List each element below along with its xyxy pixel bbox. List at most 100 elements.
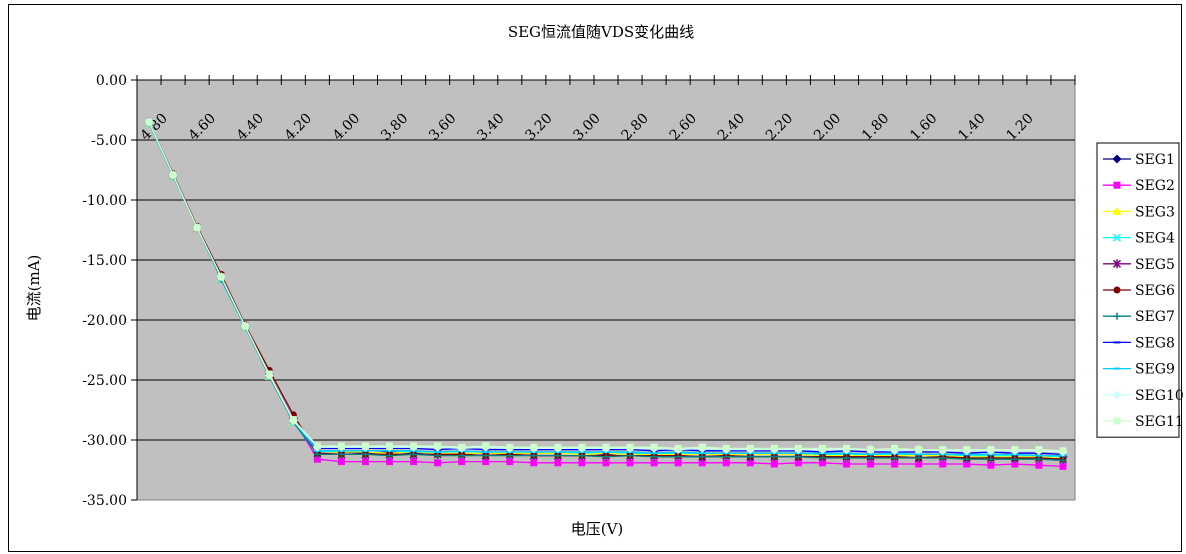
y-tick-label: -25.00 xyxy=(82,373,127,389)
y-tick-label: -15.00 xyxy=(82,253,127,269)
data-point xyxy=(674,459,682,467)
data-point xyxy=(722,459,730,467)
axes xyxy=(136,79,1075,500)
data-point xyxy=(867,454,875,462)
legend-label: SEG3 xyxy=(1135,204,1175,220)
data-point xyxy=(602,453,610,461)
data-point xyxy=(1113,286,1121,294)
data-point xyxy=(794,459,802,467)
data-point xyxy=(410,458,418,466)
data-point xyxy=(722,444,730,452)
data-point xyxy=(843,460,851,468)
y-tick-label: -20.00 xyxy=(82,313,127,329)
data-point xyxy=(891,454,899,462)
data-point xyxy=(746,453,754,461)
y-axis-ticks: 0.00 -5.00 -10.00 -15.00 -20.00 -25.00 -30.00 -… xyxy=(82,73,137,509)
data-point xyxy=(482,452,490,460)
data-point xyxy=(1059,456,1067,464)
y-tick-label: 0.00 xyxy=(96,73,127,89)
data-point xyxy=(410,442,418,450)
data-point xyxy=(722,453,730,461)
data-point xyxy=(241,322,249,330)
data-point xyxy=(554,459,562,467)
data-point xyxy=(1035,455,1043,463)
legend: SEG1 SEG2 SEG3 SEG4 SEG5 SEG6 SEG7 SEG8 SEG9 SEG1… xyxy=(1096,142,1183,438)
data-point xyxy=(602,459,610,467)
data-point xyxy=(963,446,971,454)
data-point xyxy=(746,459,754,467)
data-point xyxy=(602,443,610,451)
gridlines xyxy=(137,139,1075,441)
data-point xyxy=(434,452,442,460)
data-point xyxy=(361,458,369,466)
data-point xyxy=(1113,417,1121,425)
data-point xyxy=(386,442,394,450)
data-point xyxy=(361,442,369,450)
data-point xyxy=(843,454,851,462)
series-seg11 xyxy=(145,118,1067,455)
data-point xyxy=(794,444,802,452)
line-chart: SEG恒流值随VDS变化曲线 0.00 -5.00 -10.00 -15.00 -20.… xyxy=(25,23,1183,538)
data-point xyxy=(1112,390,1122,400)
legend-label: SEG4 xyxy=(1135,231,1175,247)
data-point xyxy=(482,442,490,450)
data-point xyxy=(915,454,923,462)
legend-item: SEG4 xyxy=(1103,231,1175,247)
data-point xyxy=(674,444,682,452)
chart-title: SEG恒流值随VDS变化曲线 xyxy=(508,23,694,41)
data-point xyxy=(818,454,826,462)
data-point xyxy=(1059,462,1067,470)
legend-label: SEG10 xyxy=(1135,388,1183,404)
y-tick-label: -10.00 xyxy=(82,193,127,209)
data-point xyxy=(530,443,538,451)
data-point xyxy=(1011,455,1019,463)
data-point xyxy=(458,452,466,460)
data-point xyxy=(482,458,490,466)
y-tick-label: -5.00 xyxy=(91,133,127,149)
legend-item: SEG8 xyxy=(1103,335,1175,351)
legend-label: SEG8 xyxy=(1135,335,1175,351)
data-point xyxy=(818,459,826,467)
data-point xyxy=(313,450,321,458)
data-point xyxy=(746,444,754,452)
data-point xyxy=(770,444,778,452)
data-point xyxy=(506,458,514,466)
data-point xyxy=(361,450,369,458)
legend-label: SEG2 xyxy=(1135,178,1175,194)
y-axis-label: 电流(mA) xyxy=(25,255,43,322)
data-point xyxy=(265,370,273,378)
data-point xyxy=(867,460,875,468)
data-point xyxy=(1059,447,1067,455)
legend-item: SEG5 xyxy=(1103,257,1175,273)
data-point xyxy=(987,446,995,454)
legend-label: SEG9 xyxy=(1135,362,1175,378)
legend-label: SEG6 xyxy=(1135,283,1175,299)
legend-label: SEG5 xyxy=(1135,257,1175,273)
data-point xyxy=(458,458,466,466)
data-point xyxy=(410,450,418,458)
data-point xyxy=(506,443,514,451)
data-point xyxy=(963,460,971,468)
data-point xyxy=(313,455,321,463)
data-point xyxy=(386,458,394,466)
data-point xyxy=(698,453,706,461)
data-point xyxy=(626,459,634,467)
data-point xyxy=(939,446,947,454)
legend-label: SEG11 xyxy=(1135,414,1183,430)
series-seg2 xyxy=(145,118,1067,470)
data-point xyxy=(530,459,538,467)
data-point xyxy=(145,118,153,126)
plot-area xyxy=(136,79,1076,501)
data-point xyxy=(1011,460,1019,468)
data-point xyxy=(650,453,658,461)
data-point xyxy=(698,459,706,467)
data-point xyxy=(987,461,995,469)
data-point xyxy=(337,442,345,450)
data-point xyxy=(843,444,851,452)
data-point xyxy=(337,458,345,466)
data-point xyxy=(337,450,345,458)
y-tick-label: -30.00 xyxy=(82,433,127,449)
data-point xyxy=(554,443,562,451)
legend-item: SEG11 xyxy=(1103,414,1183,430)
legend-item: SEG6 xyxy=(1103,283,1175,299)
